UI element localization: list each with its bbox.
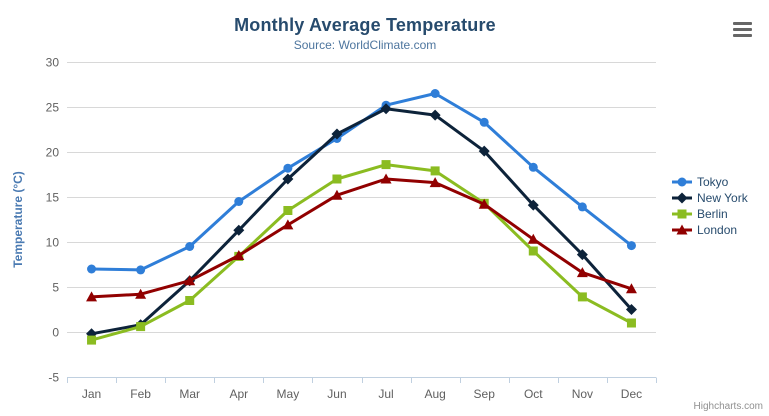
- data-point-tokyo[interactable]: [430, 89, 440, 98]
- data-point-tokyo[interactable]: [528, 162, 538, 172]
- hamburger-bar: [733, 28, 752, 31]
- x-axis-label: Dec: [621, 387, 642, 401]
- data-point-tokyo[interactable]: [577, 202, 587, 212]
- data-point-london[interactable]: [282, 219, 294, 230]
- data-point-berlin[interactable]: [626, 318, 636, 328]
- x-axis-label: Feb: [130, 387, 151, 401]
- data-point-london[interactable]: [135, 288, 147, 299]
- y-axis-label: 20: [46, 146, 60, 160]
- data-point-new-york[interactable]: [282, 173, 294, 185]
- legend-item-berlin[interactable]: Berlin: [672, 206, 748, 222]
- data-point-berlin[interactable]: [381, 160, 391, 170]
- data-point-berlin[interactable]: [136, 322, 146, 332]
- data-point-london[interactable]: [233, 250, 245, 260]
- data-point-london[interactable]: [184, 275, 196, 286]
- chart-subtitle: Source: WorldClimate.com: [293, 38, 437, 52]
- x-axis-label: Nov: [572, 387, 593, 401]
- data-point-london[interactable]: [86, 291, 98, 302]
- legend-label: London: [697, 223, 738, 237]
- data-point-tokyo[interactable]: [185, 242, 195, 251]
- y-axis-label: 0: [52, 326, 59, 340]
- data-point-london[interactable]: [576, 267, 588, 278]
- data-point-new-york[interactable]: [429, 109, 441, 121]
- legend-label: Tokyo: [697, 175, 729, 189]
- data-point-new-york[interactable]: [527, 199, 539, 211]
- x-axis-label: Jun: [327, 387, 346, 401]
- y-axis-title: Temperature (°C): [11, 171, 25, 268]
- data-point-berlin[interactable]: [528, 246, 538, 256]
- legend: Tokyo New York Berlin London: [672, 174, 748, 238]
- series-line-new-york[interactable]: [90, 107, 633, 336]
- data-point-london[interactable]: [625, 283, 637, 294]
- credits-link[interactable]: Highcharts.com: [693, 401, 763, 412]
- data-point-london[interactable]: [478, 198, 490, 209]
- data-point-new-york[interactable]: [625, 304, 637, 315]
- data-point-new-york[interactable]: [576, 249, 588, 261]
- data-point-london[interactable]: [527, 233, 539, 244]
- x-axis-label: Sep: [474, 387, 496, 401]
- data-point-tokyo[interactable]: [136, 265, 146, 275]
- square-marker-icon: [672, 209, 692, 219]
- x-axis-label: May: [277, 387, 300, 401]
- legend-item-tokyo[interactable]: Tokyo: [672, 174, 748, 190]
- legend-item-new-york[interactable]: New York: [672, 190, 748, 206]
- series-line-london[interactable]: [90, 177, 633, 299]
- hamburger-bar: [733, 34, 752, 37]
- data-point-tokyo[interactable]: [87, 264, 97, 274]
- data-point-new-york[interactable]: [380, 103, 392, 115]
- y-axis-label: 5: [52, 281, 59, 295]
- diamond-marker-icon: [672, 192, 692, 204]
- y-axis-label: -5: [48, 371, 59, 385]
- series-line-berlin[interactable]: [90, 163, 633, 342]
- data-point-tokyo[interactable]: [479, 117, 489, 127]
- x-axis-label: Jan: [82, 387, 101, 401]
- y-axis-label: 15: [46, 191, 60, 205]
- data-point-tokyo[interactable]: [234, 197, 244, 206]
- data-point-berlin[interactable]: [332, 174, 342, 184]
- y-axis-label: 30: [46, 56, 60, 70]
- data-point-berlin[interactable]: [283, 206, 293, 215]
- data-point-berlin[interactable]: [430, 166, 440, 176]
- y-axis-label: 25: [46, 101, 60, 115]
- circle-marker-icon: [672, 177, 692, 187]
- x-axis-label: Mar: [179, 387, 200, 401]
- x-axis-label: Oct: [524, 387, 543, 401]
- data-point-new-york[interactable]: [478, 145, 490, 157]
- data-point-berlin[interactable]: [185, 296, 195, 305]
- data-point-berlin[interactable]: [577, 292, 587, 302]
- data-point-london[interactable]: [331, 189, 343, 200]
- hamburger-bar: [733, 22, 752, 25]
- data-point-london[interactable]: [380, 173, 392, 184]
- x-axis-label: Jul: [378, 387, 393, 401]
- data-point-london[interactable]: [429, 177, 441, 188]
- data-point-new-york[interactable]: [233, 224, 245, 236]
- y-axis-label: 10: [46, 236, 60, 250]
- data-point-tokyo[interactable]: [626, 241, 636, 251]
- data-point-berlin[interactable]: [87, 335, 97, 345]
- triangle-marker-icon: [672, 224, 692, 235]
- data-point-new-york[interactable]: [331, 128, 343, 140]
- legend-label: Berlin: [697, 207, 728, 221]
- x-axis-label: Apr: [229, 387, 248, 401]
- legend-item-london[interactable]: London: [672, 222, 748, 238]
- x-axis-label: Aug: [424, 387, 445, 401]
- legend-label: New York: [697, 191, 748, 205]
- hamburger-icon[interactable]: [733, 22, 752, 37]
- data-point-tokyo[interactable]: [283, 163, 293, 173]
- chart-title: Monthly Average Temperature: [234, 15, 496, 35]
